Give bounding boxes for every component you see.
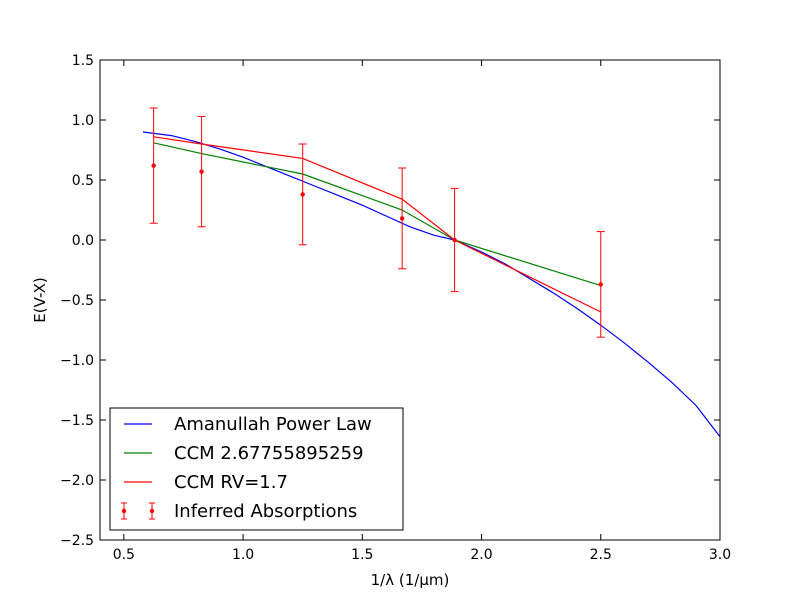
y-tick-label: −1.5 [60, 413, 94, 429]
legend-item: CCM RV=1.7 [124, 472, 288, 493]
y-tick-label: −2.5 [60, 533, 94, 549]
legend-label: Amanullah Power Law [174, 414, 372, 435]
y-tick-label: 0.5 [72, 173, 94, 189]
y-tick-label: 0.0 [72, 233, 94, 249]
x-tick-label: 3.0 [709, 547, 731, 563]
legend-box [109, 407, 404, 531]
y-tick-label: −2.0 [60, 473, 94, 489]
plot-area [142, 107, 721, 438]
legend-item: Inferred Absorptions [121, 501, 357, 522]
legend-label: CCM 2.67755895259 [174, 443, 364, 464]
legend-marker [149, 508, 155, 514]
series-1 [142, 131, 721, 438]
legend-item: CCM 2.67755895259 [124, 443, 364, 464]
legend-label: CCM RV=1.7 [174, 472, 288, 493]
data-point [151, 163, 156, 168]
y-tick-label: −1.0 [60, 353, 94, 369]
legend-marker [121, 508, 127, 514]
series-4 [149, 107, 605, 338]
series-3 [153, 136, 602, 313]
x-axis-label: 1/λ (1/μm) [371, 571, 450, 589]
data-point [399, 216, 405, 221]
legend-item: Amanullah Power Law [124, 414, 372, 435]
series-2 [153, 142, 601, 287]
y-axis-label: E(V-X) [31, 277, 49, 323]
series-line [142, 131, 721, 438]
axes-frame [99, 59, 721, 541]
data-point [199, 169, 204, 174]
legend: Amanullah Power Law CCM 2.67755895259 CCM … [109, 407, 404, 531]
x-tick-label: 2.5 [590, 547, 612, 563]
data-point [598, 282, 603, 287]
y-tick-label: 1.5 [72, 53, 94, 69]
series-line [153, 136, 602, 313]
y-axis: −2.5 −2.0 −1.5 −1.0 −0.5 0.0 0.5 1.0 1.5 [60, 53, 720, 549]
y-tick-label: 1.0 [72, 113, 94, 129]
series-line [153, 142, 601, 287]
x-tick-label: 1.0 [232, 547, 254, 563]
x-tick-label: 2.0 [470, 547, 492, 563]
y-tick-label: −0.5 [60, 293, 94, 309]
x-tick-label: 0.5 [113, 547, 135, 563]
data-point [452, 237, 457, 243]
x-tick-label: 1.5 [351, 547, 373, 563]
x-axis: 0.5 1.0 1.5 2.0 2.5 3.0 [113, 60, 731, 563]
legend-label: Inferred Absorptions [174, 501, 357, 522]
data-point [300, 192, 305, 197]
